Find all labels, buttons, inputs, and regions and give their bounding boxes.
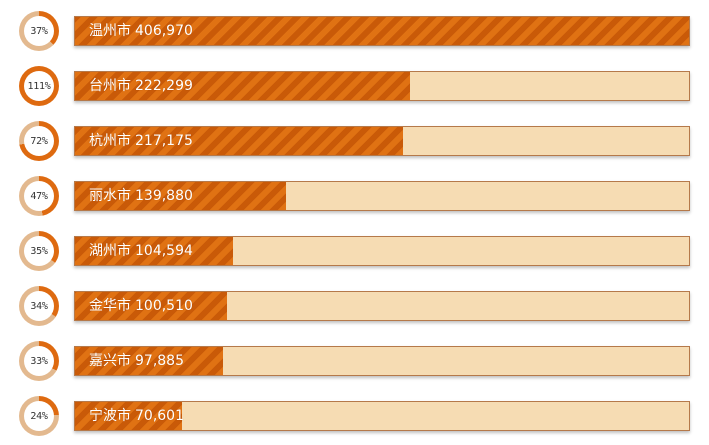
bar-row: 72% 杭州市 217,175 [0, 121, 709, 165]
bar-label: 嘉兴市 97,885 [89, 347, 184, 375]
bar-label: 台州市 222,299 [89, 72, 193, 100]
percent-label: 34% [30, 300, 48, 312]
bar [75, 292, 227, 320]
percent-label: 33% [30, 355, 48, 367]
bar-track: 丽水市 139,880 [74, 181, 690, 211]
percent-label: 35% [30, 245, 48, 257]
bar-track: 宁波市 70,601 [74, 401, 690, 431]
percent-ring: 35% [19, 231, 59, 271]
bar-label: 杭州市 217,175 [89, 127, 193, 155]
value-label: 104,594 [135, 243, 193, 259]
bar [75, 402, 182, 430]
percent-ring-center: 33% [24, 346, 54, 376]
percent-ring: 37% [19, 11, 59, 51]
category-label: 湖州市 [89, 243, 131, 259]
percent-ring-center: 34% [24, 291, 54, 321]
bar-track: 温州市 406,970 [74, 16, 690, 46]
bar [75, 347, 223, 375]
category-label: 丽水市 [89, 188, 131, 204]
percent-ring: 33% [19, 341, 59, 381]
bar-track: 嘉兴市 97,885 [74, 346, 690, 376]
percent-label: 111% [27, 80, 51, 92]
percent-ring-center: 24% [24, 401, 54, 431]
bar-row: 35% 湖州市 104,594 [0, 231, 709, 275]
percent-ring-center: 37% [24, 16, 54, 46]
bar-track: 湖州市 104,594 [74, 236, 690, 266]
percent-label: 47% [30, 190, 48, 202]
percent-label: 37% [30, 25, 48, 37]
percent-label: 24% [30, 410, 48, 422]
bar [75, 17, 689, 45]
category-label: 金华市 [89, 298, 131, 314]
percent-ring: 24% [19, 396, 59, 436]
bar-label: 宁波市 70,601 [89, 402, 184, 430]
bar-label: 温州市 406,970 [89, 17, 193, 45]
value-label: 406,970 [135, 23, 193, 39]
bar-track: 金华市 100,510 [74, 291, 690, 321]
bar [75, 72, 411, 100]
value-label: 100,510 [135, 298, 193, 314]
bar-row: 33% 嘉兴市 97,885 [0, 341, 709, 385]
category-label: 嘉兴市 [89, 353, 131, 369]
bar-row: 24% 宁波市 70,601 [0, 396, 709, 440]
value-label: 97,885 [135, 353, 184, 369]
value-label: 217,175 [135, 133, 193, 149]
percent-ring: 111% [19, 66, 59, 106]
bar-label: 丽水市 139,880 [89, 182, 193, 210]
bar-track: 台州市 222,299 [74, 71, 690, 101]
bar-row: 111% 台州市 222,299 [0, 66, 709, 110]
value-label: 222,299 [135, 78, 193, 94]
percent-ring: 72% [19, 121, 59, 161]
bar-row: 34% 金华市 100,510 [0, 286, 709, 330]
category-label: 台州市 [89, 78, 131, 94]
percent-ring: 34% [19, 286, 59, 326]
bar [75, 237, 233, 265]
category-label: 温州市 [89, 23, 131, 39]
bar-row: 37% 温州市 406,970 [0, 11, 709, 55]
percent-ring-center: 111% [24, 71, 54, 101]
percent-ring: 47% [19, 176, 59, 216]
percent-ring-center: 72% [24, 126, 54, 156]
bar [75, 182, 287, 210]
category-label: 宁波市 [89, 408, 131, 424]
percent-ring-center: 47% [24, 181, 54, 211]
bar-label: 湖州市 104,594 [89, 237, 193, 265]
bar-track: 杭州市 217,175 [74, 126, 690, 156]
value-label: 139,880 [135, 188, 193, 204]
bar-row: 47% 丽水市 139,880 [0, 176, 709, 220]
percent-label: 72% [30, 135, 48, 147]
value-label: 70,601 [135, 408, 184, 424]
category-label: 杭州市 [89, 133, 131, 149]
percent-ring-center: 35% [24, 236, 54, 266]
bar [75, 127, 403, 155]
bar-label: 金华市 100,510 [89, 292, 193, 320]
